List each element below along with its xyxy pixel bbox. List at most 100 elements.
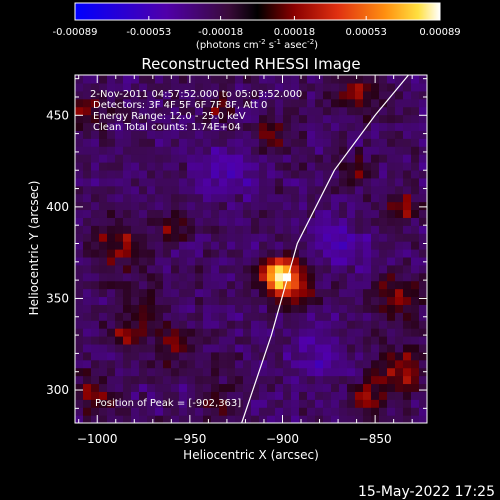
heatmap-cell bbox=[83, 217, 92, 226]
heatmap-cell bbox=[163, 114, 172, 124]
heatmap-cell bbox=[179, 185, 188, 195]
heatmap-cell bbox=[171, 146, 180, 155]
heatmap-cell bbox=[299, 351, 308, 361]
heatmap-cell bbox=[163, 106, 172, 116]
heatmap-cell bbox=[211, 399, 220, 408]
heatmap-cell bbox=[115, 272, 124, 282]
heatmap-cell bbox=[99, 130, 108, 139]
heatmap-cell bbox=[123, 114, 132, 124]
heatmap-cell bbox=[91, 415, 100, 423]
heatmap-cell bbox=[115, 415, 124, 423]
heatmap-cell bbox=[219, 122, 228, 131]
heatmap-cell bbox=[403, 130, 412, 139]
heatmap-cell bbox=[203, 280, 212, 290]
heatmap-cell bbox=[339, 367, 348, 377]
heatmap-cell bbox=[363, 272, 372, 282]
heatmap-cell bbox=[227, 154, 236, 163]
heatmap-cell bbox=[315, 320, 324, 329]
heatmap-cell bbox=[211, 288, 220, 298]
heatmap-cell bbox=[403, 98, 412, 108]
heatmap-cell bbox=[379, 280, 388, 290]
heatmap-cell bbox=[307, 407, 316, 416]
heatmap-cell bbox=[99, 391, 108, 400]
heatmap-cell bbox=[179, 225, 188, 234]
heatmap-cell bbox=[267, 264, 276, 274]
heatmap-cell bbox=[195, 98, 204, 108]
heatmap-cell bbox=[339, 280, 348, 290]
heatmap-cell bbox=[171, 233, 180, 242]
heatmap-cell bbox=[211, 367, 220, 377]
heatmap-cell bbox=[163, 169, 172, 179]
heatmap-cell bbox=[347, 162, 356, 171]
heatmap-cell bbox=[123, 272, 132, 282]
heatmap-cell bbox=[75, 367, 84, 377]
heatmap-cell bbox=[187, 375, 196, 385]
heatmap-cell bbox=[235, 391, 244, 400]
heatmap-cell bbox=[171, 193, 180, 203]
heatmap-cell bbox=[323, 256, 332, 266]
heatmap-cell bbox=[395, 106, 404, 116]
heatmap-cell bbox=[363, 280, 372, 290]
heatmap-cell bbox=[203, 407, 212, 416]
heatmap-cell bbox=[243, 154, 252, 163]
heatmap-cell bbox=[339, 336, 348, 345]
heatmap-cell bbox=[403, 233, 412, 242]
heatmap-cell bbox=[211, 106, 220, 116]
heatmap-cell bbox=[283, 336, 292, 345]
heatmap-cell bbox=[395, 90, 404, 100]
info-energy-range: Energy Range: 12.0 - 25.0 keV bbox=[93, 111, 246, 122]
heatmap-cell bbox=[291, 288, 300, 298]
heatmap-cell bbox=[155, 154, 164, 163]
heatmap-cell bbox=[291, 90, 300, 100]
heatmap-cell bbox=[419, 193, 427, 203]
heatmap-cell bbox=[83, 169, 92, 179]
heatmap-cell bbox=[219, 272, 228, 282]
heatmap-cell bbox=[115, 280, 124, 290]
heatmap-cell bbox=[259, 328, 268, 337]
heatmap-cell bbox=[411, 185, 420, 195]
heatmap-cell bbox=[155, 383, 164, 392]
heatmap-cell bbox=[203, 241, 212, 250]
heatmap-cell bbox=[315, 209, 324, 218]
heatmap-cell bbox=[115, 146, 124, 155]
heatmap-cell bbox=[283, 130, 292, 139]
heatmap-cell bbox=[251, 138, 260, 147]
heatmap-cell bbox=[395, 169, 404, 179]
heatmap-cell bbox=[147, 375, 156, 385]
heatmap-cell bbox=[291, 98, 300, 108]
heatmap-cell bbox=[179, 90, 188, 100]
heatmap-cell bbox=[163, 312, 172, 321]
heatmap-cell bbox=[299, 336, 308, 345]
heatmap-cell bbox=[363, 154, 372, 163]
heatmap-cell bbox=[283, 375, 292, 385]
heatmap-cell bbox=[107, 169, 116, 179]
heatmap-cell bbox=[123, 146, 132, 155]
heatmap-cell bbox=[123, 169, 132, 179]
heatmap-cell bbox=[139, 328, 148, 337]
heatmap-cell bbox=[115, 407, 124, 416]
heatmap-cell bbox=[323, 328, 332, 337]
heatmap-cell bbox=[243, 185, 252, 195]
heatmap-cell bbox=[75, 90, 84, 100]
heatmap-cell bbox=[251, 359, 260, 369]
heatmap-cell bbox=[107, 193, 116, 203]
heatmap-cell bbox=[267, 217, 276, 226]
heatmap-cell bbox=[323, 209, 332, 218]
heatmap-cell bbox=[235, 359, 244, 369]
heatmap-cell bbox=[75, 415, 84, 423]
heatmap-cell bbox=[235, 162, 244, 171]
heatmap-cell bbox=[283, 82, 292, 92]
heatmap-cell bbox=[187, 225, 196, 234]
heatmap-cell bbox=[259, 407, 268, 416]
heatmap-cell bbox=[267, 162, 276, 171]
heatmap-cell bbox=[371, 256, 380, 266]
heatmap-cell bbox=[283, 114, 292, 124]
heatmap-cell bbox=[235, 399, 244, 408]
heatmap-cell bbox=[179, 233, 188, 242]
heatmap-cell bbox=[187, 154, 196, 163]
heatmap-cell bbox=[107, 264, 116, 274]
heatmap-cell bbox=[131, 336, 140, 345]
heatmap-cell bbox=[371, 343, 380, 353]
heatmap-cell bbox=[99, 399, 108, 408]
heatmap-cell bbox=[123, 82, 132, 92]
